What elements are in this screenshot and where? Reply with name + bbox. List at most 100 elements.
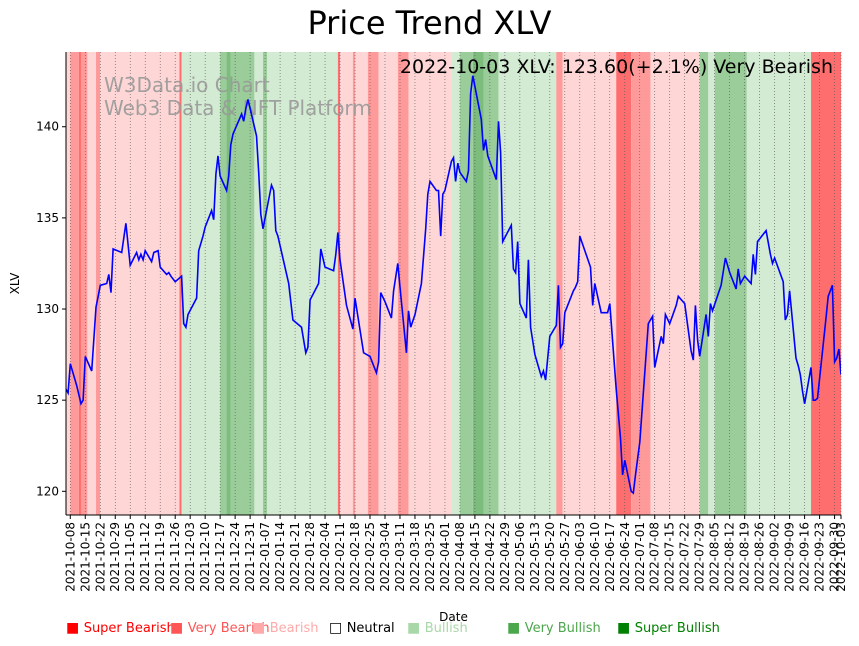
sentiment-band bbox=[616, 52, 632, 515]
legend-label: Super Bearish bbox=[83, 621, 175, 636]
sentiment-band bbox=[746, 52, 812, 515]
x-tick-label: 2021-10-22 bbox=[93, 522, 107, 592]
x-tick-label: 2022-09-16 bbox=[798, 522, 812, 592]
x-tick-label: 2021-12-03 bbox=[183, 522, 197, 592]
x-tick-label: 2022-04-08 bbox=[453, 522, 467, 592]
y-tick-label: 135 bbox=[36, 211, 59, 225]
sentiment-bands bbox=[66, 52, 841, 515]
x-tick-label: 2022-05-13 bbox=[528, 522, 542, 592]
sentiment-band bbox=[340, 52, 353, 515]
x-tick-label: 2022-04-01 bbox=[438, 522, 452, 592]
x-tick-label: 2021-11-26 bbox=[168, 522, 182, 592]
sentiment-band bbox=[699, 52, 709, 515]
y-tick-label: 140 bbox=[36, 120, 59, 134]
legend-swatch-icon: ■ bbox=[66, 620, 84, 636]
x-tick-label: 2022-06-03 bbox=[573, 522, 587, 592]
x-tick-label: 2022-09-02 bbox=[768, 522, 782, 592]
x-tick-label: 2021-11-12 bbox=[138, 522, 152, 592]
legend-swatch-icon: ■ bbox=[170, 620, 188, 636]
legend-swatch-icon: ■ bbox=[617, 620, 635, 636]
legend-label: Very Bearish bbox=[187, 621, 270, 636]
x-tick-label: 2022-09-23 bbox=[813, 522, 827, 592]
x-tick-label: 2022-07-22 bbox=[678, 522, 692, 592]
x-tick-label: 2022-07-29 bbox=[693, 522, 707, 592]
x-tick-label: 2021-12-31 bbox=[243, 522, 257, 592]
legend-entry: ■ Bearish bbox=[252, 620, 319, 636]
sentiment-band bbox=[80, 52, 88, 515]
x-tick-label: 2022-02-04 bbox=[318, 522, 332, 592]
x-tick-label: 2022-05-20 bbox=[543, 522, 557, 592]
sentiment-band bbox=[459, 52, 473, 515]
x-tick-label: 2022-02-11 bbox=[333, 522, 347, 592]
legend-swatch-icon: ■ bbox=[407, 620, 425, 636]
x-tick-label: 2022-08-05 bbox=[708, 522, 722, 592]
legend-entry: □ Neutral bbox=[329, 620, 395, 636]
legend-label: Super Bullish bbox=[634, 621, 720, 636]
x-tick-label: 2022-05-27 bbox=[558, 522, 572, 592]
x-tick-label: 2022-10-03 bbox=[834, 522, 848, 592]
sentiment-band bbox=[451, 52, 460, 515]
x-tick-label: 2021-10-15 bbox=[78, 522, 92, 592]
watermark-line: W3Data.io Chart bbox=[104, 73, 270, 97]
sentiment-band bbox=[66, 52, 71, 515]
x-tick-label: 2022-09-09 bbox=[783, 522, 797, 592]
sentiment-band bbox=[254, 52, 263, 515]
y-tick-label: 120 bbox=[36, 484, 59, 498]
legend-swatch-icon: ■ bbox=[507, 620, 525, 636]
legend-label: Bearish bbox=[269, 621, 319, 636]
legend-label: Neutral bbox=[346, 621, 395, 636]
x-tick-label: 2021-12-24 bbox=[228, 522, 242, 592]
sentiment-band bbox=[397, 52, 409, 515]
x-tick-label: 2022-03-04 bbox=[378, 522, 392, 592]
xlv-price-line bbox=[66, 75, 841, 495]
x-tick-label: 2022-07-08 bbox=[648, 522, 662, 592]
x-tick-label: 2022-03-25 bbox=[423, 522, 437, 592]
sentiment-band bbox=[714, 52, 747, 515]
x-tick-label: 2022-01-07 bbox=[258, 522, 272, 592]
sentiment-band bbox=[650, 52, 700, 515]
x-tick-label: 2021-11-19 bbox=[153, 522, 167, 592]
x-tick-label: 2022-03-18 bbox=[408, 522, 422, 592]
price-annotation: 2022-10-03 XLV: 123.60(+2.1%) Very Beari… bbox=[400, 56, 833, 78]
sentiment-band bbox=[226, 52, 231, 515]
x-tick-label: 2022-07-15 bbox=[663, 522, 677, 592]
x-tick-label: 2022-01-21 bbox=[288, 522, 302, 592]
x-tick-label: 2021-10-29 bbox=[108, 522, 122, 592]
sentiment-band bbox=[100, 52, 180, 515]
sentiment-band bbox=[87, 52, 96, 515]
sentiment-band bbox=[483, 52, 499, 515]
sentiment-band bbox=[352, 52, 356, 515]
x-tick-label: 2022-01-14 bbox=[273, 522, 287, 592]
legend-label: Bullish bbox=[424, 621, 468, 636]
x-tick-label: 2022-03-11 bbox=[393, 522, 407, 592]
x-tick-label: 2022-06-17 bbox=[603, 522, 617, 592]
x-tick-label: 2022-01-28 bbox=[303, 522, 317, 592]
watermark-line: Web3 Data & NFT Platform bbox=[104, 96, 372, 120]
x-tick-label: 2022-08-19 bbox=[738, 522, 752, 592]
sentiment-band bbox=[562, 52, 617, 515]
sentiment-band bbox=[70, 52, 79, 515]
x-tick-label: 2022-02-18 bbox=[348, 522, 362, 592]
x-tick-label: 2021-11-05 bbox=[123, 522, 137, 592]
sentiment-band bbox=[498, 52, 505, 515]
y-axis-label: XLV bbox=[8, 272, 22, 295]
x-tick-label: 2022-02-25 bbox=[363, 522, 377, 592]
x-tick-label: 2021-12-10 bbox=[198, 522, 212, 592]
sentiment-band bbox=[367, 52, 379, 515]
x-tick-label: 2022-04-29 bbox=[498, 522, 512, 592]
x-axis-label: Date bbox=[439, 610, 468, 624]
x-tick-label: 2022-09-30 bbox=[828, 522, 842, 592]
x-tick-label: 2022-05-06 bbox=[513, 522, 527, 592]
legend-entry: ■ Very Bullish bbox=[507, 620, 601, 636]
sentiment-band bbox=[78, 52, 81, 515]
legend-entry: ■ Bullish bbox=[407, 620, 468, 636]
sentiment-band bbox=[181, 52, 221, 515]
x-tick-label: 2022-06-24 bbox=[618, 522, 632, 592]
sentiment-band bbox=[811, 52, 841, 515]
x-tick-label: 2022-07-01 bbox=[633, 522, 647, 592]
legend-swatch-icon: □ bbox=[329, 620, 347, 636]
sentiment-band bbox=[337, 52, 341, 515]
sentiment-band bbox=[631, 52, 651, 515]
x-tick-label: 2021-10-08 bbox=[63, 522, 77, 592]
